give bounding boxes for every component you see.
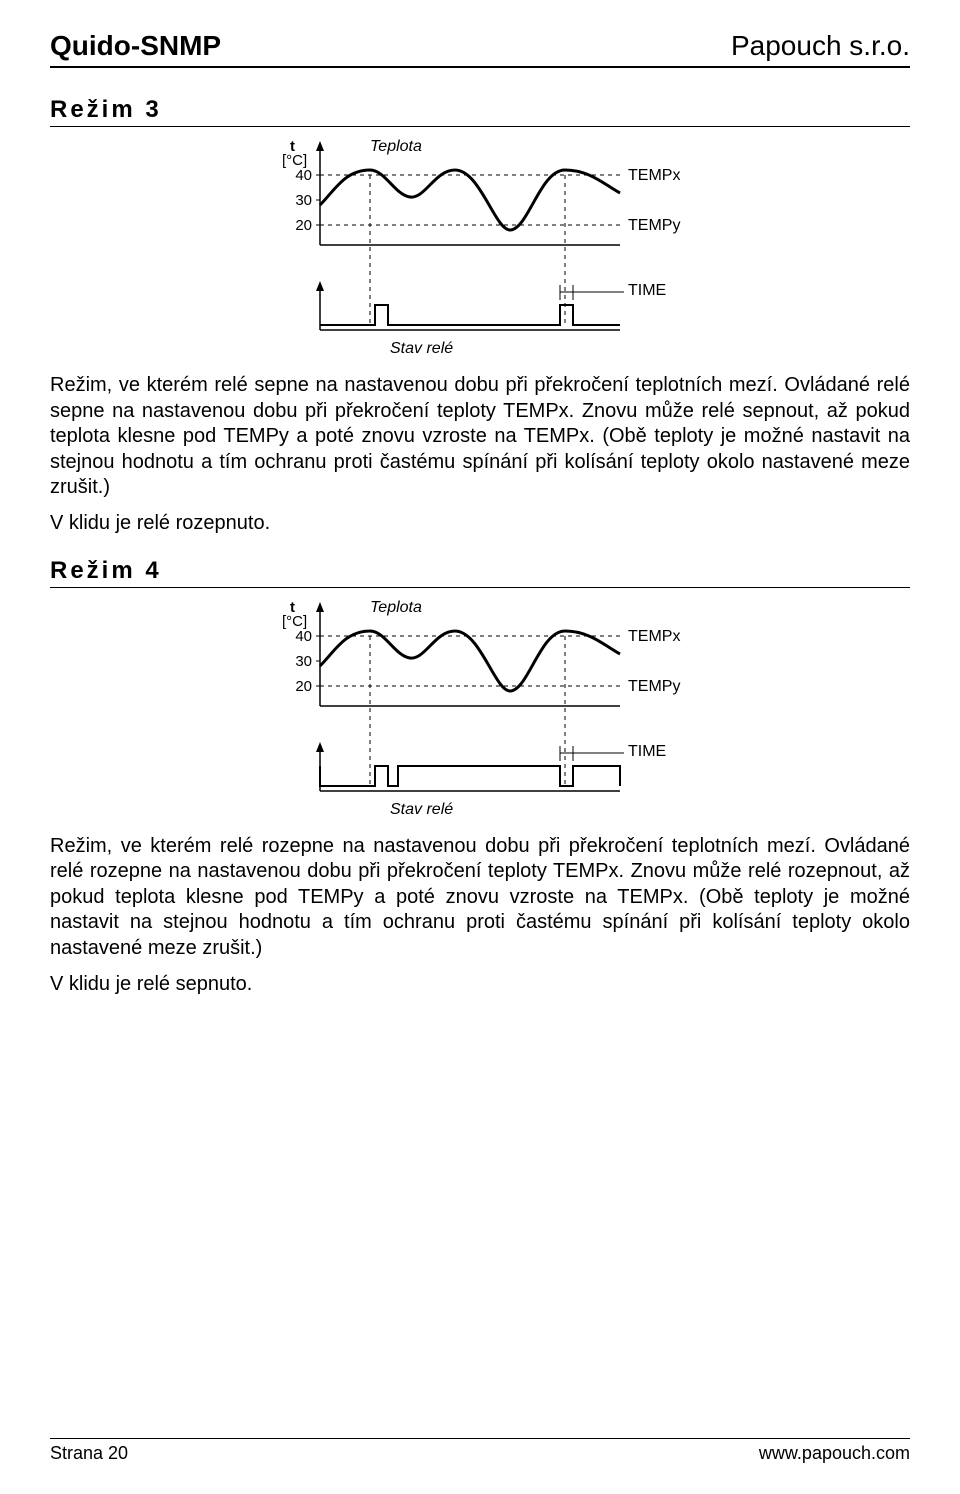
header-left: Quido-SNMP <box>50 30 221 62</box>
svg-text:TEMPx: TEMPx <box>628 167 680 184</box>
chart-r3-wrap: t[°C]403020TeplotaTEMPxTEMPyTIMEStav rel… <box>50 135 910 365</box>
section-title-r4: Režim 4 <box>50 557 910 588</box>
chart-r4: t[°C]403020TeplotaTEMPxTEMPyTIMEStav rel… <box>260 596 700 826</box>
page-footer: Strana 20 www.papouch.com <box>50 1438 910 1464</box>
paragraph-r4-short: V klidu je relé sepnuto. <box>50 972 910 998</box>
svg-text:TEMPy: TEMPy <box>628 217 680 234</box>
section-title-r3: Režim 3 <box>50 96 910 127</box>
svg-text:TIME: TIME <box>628 282 666 299</box>
paragraph-r3: Režim, ve kterém relé sepne na nastaveno… <box>50 373 910 501</box>
svg-text:20: 20 <box>295 678 312 695</box>
page-header: Quido-SNMP Papouch s.r.o. <box>50 30 910 68</box>
svg-text:30: 30 <box>295 653 312 670</box>
svg-text:30: 30 <box>295 192 312 209</box>
svg-text:Stav relé: Stav relé <box>390 340 453 357</box>
svg-text:TEMPy: TEMPy <box>628 678 680 695</box>
svg-text:40: 40 <box>295 628 312 645</box>
svg-text:Teplota: Teplota <box>370 138 422 155</box>
svg-text:Teplota: Teplota <box>370 599 422 616</box>
svg-text:Stav relé: Stav relé <box>390 801 453 818</box>
svg-text:40: 40 <box>295 167 312 184</box>
chart-r3: t[°C]403020TeplotaTEMPxTEMPyTIMEStav rel… <box>260 135 700 365</box>
chart-r4-wrap: t[°C]403020TeplotaTEMPxTEMPyTIMEStav rel… <box>50 596 910 826</box>
svg-text:TIME: TIME <box>628 743 666 760</box>
footer-right: www.papouch.com <box>759 1443 910 1464</box>
header-right: Papouch s.r.o. <box>731 30 910 62</box>
footer-left: Strana 20 <box>50 1443 128 1464</box>
paragraph-r3-short: V klidu je relé rozepnuto. <box>50 511 910 537</box>
svg-text:TEMPx: TEMPx <box>628 628 680 645</box>
paragraph-r4: Režim, ve kterém relé rozepne na nastave… <box>50 834 910 962</box>
svg-text:20: 20 <box>295 217 312 234</box>
